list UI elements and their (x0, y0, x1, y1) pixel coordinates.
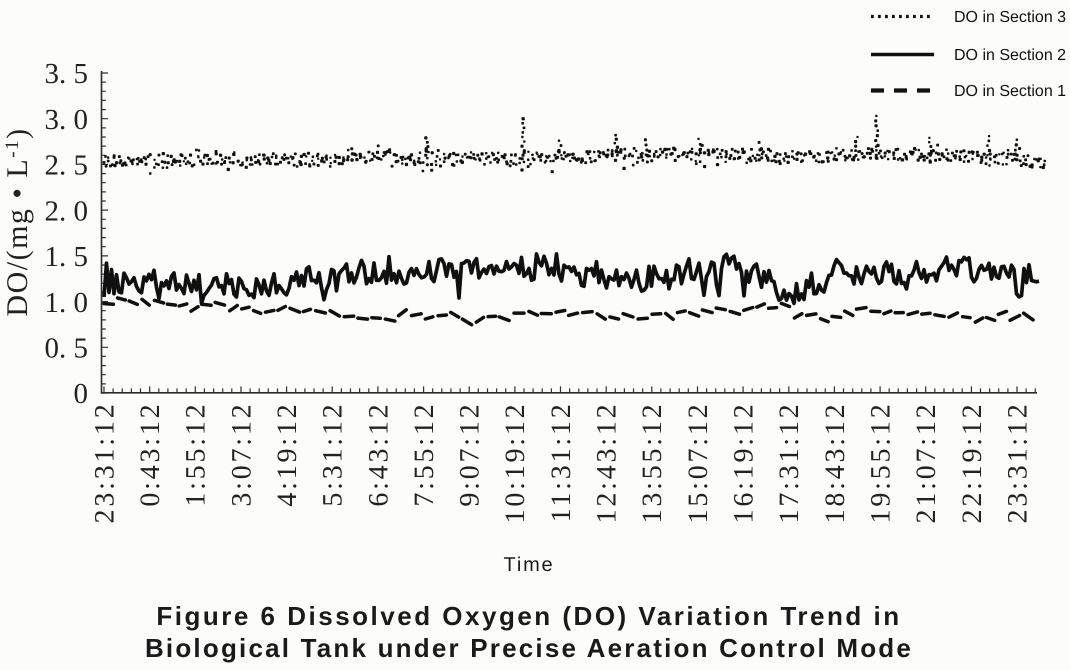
svg-text:DO in Section 3: DO in Section 3 (954, 9, 1066, 26)
svg-text:23:31:12: 23:31:12 (89, 402, 120, 524)
svg-text:17:31:12: 17:31:12 (774, 402, 805, 524)
svg-text:1:55:12: 1:55:12 (181, 402, 212, 507)
svg-text:1. 5: 1. 5 (45, 241, 89, 273)
svg-text:22:19:12: 22:19:12 (957, 402, 988, 524)
svg-text:15:07:12: 15:07:12 (683, 402, 714, 524)
svg-text:Time: Time (504, 554, 555, 576)
svg-text:2. 0: 2. 0 (45, 195, 89, 227)
svg-text:6:43:12: 6:43:12 (363, 402, 394, 507)
svg-text:DO in Section 2: DO in Section 2 (954, 47, 1066, 64)
svg-text:0:43:12: 0:43:12 (135, 402, 166, 507)
svg-text:18:43:12: 18:43:12 (820, 402, 851, 524)
svg-text:3. 5: 3. 5 (45, 58, 89, 90)
svg-text:19:55:12: 19:55:12 (865, 402, 896, 524)
svg-text:0. 5: 0. 5 (45, 333, 89, 365)
svg-text:21:07:12: 21:07:12 (911, 401, 942, 523)
svg-text:2. 5: 2. 5 (45, 150, 89, 182)
svg-text:3. 0: 3. 0 (45, 104, 89, 136)
svg-text:12:43:12: 12:43:12 (592, 402, 623, 524)
svg-text:5:31:12: 5:31:12 (318, 402, 349, 507)
svg-text:23:31:12: 23:31:12 (1002, 402, 1033, 524)
svg-text:1. 0: 1. 0 (45, 287, 89, 319)
svg-text:DO in Section 1: DO in Section 1 (954, 83, 1066, 100)
svg-text:16:19:12: 16:19:12 (729, 402, 760, 524)
svg-text:10:19:12: 10:19:12 (500, 402, 531, 524)
svg-text:4:19:12: 4:19:12 (272, 402, 303, 507)
svg-text:0: 0 (74, 378, 89, 410)
svg-text:DO/(mg • L-1): DO/(mg • L-1) (1, 127, 34, 316)
svg-text:11:31:12: 11:31:12 (546, 402, 577, 523)
svg-text:7:55:12: 7:55:12 (409, 401, 440, 506)
svg-text:9:07:12: 9:07:12 (455, 402, 486, 507)
svg-text:13:55:12: 13:55:12 (637, 402, 668, 524)
svg-text:3:07:12: 3:07:12 (226, 402, 257, 507)
